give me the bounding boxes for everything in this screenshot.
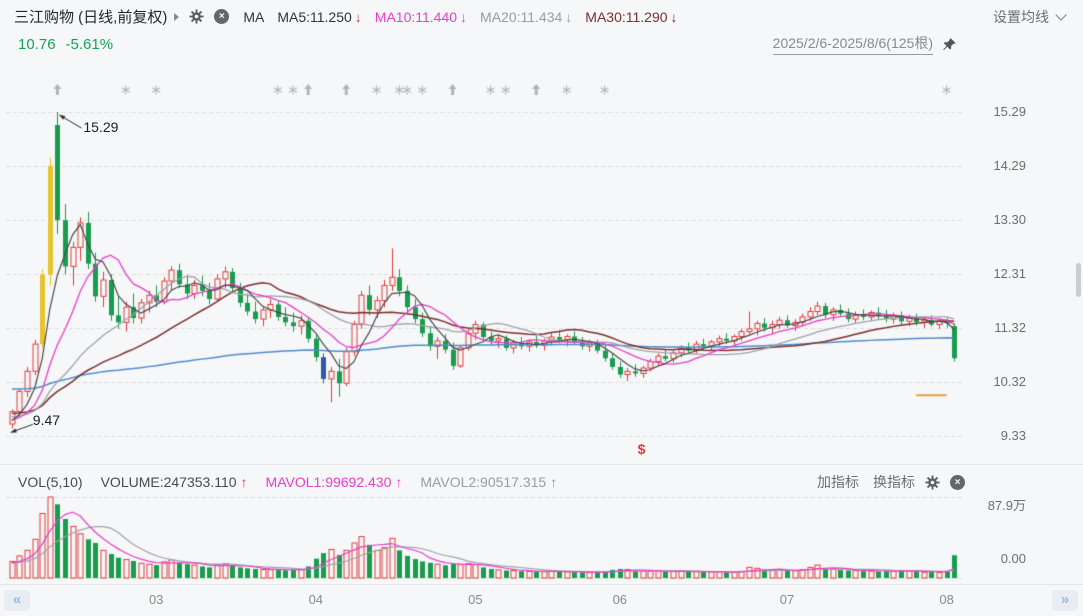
- gear-icon: [189, 9, 204, 24]
- month-axis-label: 06: [612, 592, 628, 607]
- symbol-title-text: 三江购物 (日线,前复权): [14, 9, 168, 26]
- volume-axis-max-label: 87.9万: [987, 498, 1026, 513]
- date-range-button[interactable]: 2025/2/6-2025/8/6(125根): [772, 33, 933, 55]
- ma-settings-gear-icon[interactable]: [189, 9, 204, 24]
- axis-divider: [0, 584, 1083, 585]
- mavol2-value: MAVOL2:90517.315 ↑: [420, 474, 558, 490]
- price-axis-label: 14.29: [993, 158, 1026, 174]
- trend-down-icon: ↓: [565, 8, 573, 25]
- trend-down-icon: ↓: [670, 8, 678, 25]
- volume-settings-gear-icon[interactable]: [925, 474, 940, 490]
- vol-indicator-label: VOL(5,10): [18, 474, 83, 490]
- price-axis-label: 9.33: [1000, 428, 1026, 443]
- pan-left-button[interactable]: «: [4, 590, 30, 611]
- month-axis-label: 03: [148, 592, 164, 607]
- trend-up-icon: ↑: [395, 474, 403, 490]
- volume-indicator-header: VOL(5,10) VOLUME:247353.110 ↑ MAVOL1:9969…: [0, 470, 1083, 494]
- switch-indicator-button[interactable]: 换指标: [873, 474, 915, 490]
- mavol1-value: MAVOL1:99692.430 ↑: [265, 474, 403, 490]
- volume-axis-min-label: 0.00: [1000, 551, 1026, 566]
- price-axis-label: 13.30: [993, 212, 1026, 228]
- scrollbar-handle[interactable]: [1076, 263, 1081, 297]
- pushpin-glyph: [943, 37, 956, 50]
- ma5-value: MA5:11.250 ↓: [277, 8, 362, 25]
- trend-down-icon: ↓: [460, 8, 468, 25]
- price-axis-label: 15.29: [993, 104, 1026, 119]
- price-axis-label: 10.32: [993, 374, 1026, 390]
- chart-header: 三江购物 (日线,前复权) × MA MA5:11.250 ↓ MA10:11.4…: [0, 4, 1083, 29]
- ma10-value: MA10:11.440 ↓: [374, 8, 468, 25]
- month-axis-label: 05: [468, 592, 483, 607]
- price-axis-label: 11.32: [994, 319, 1026, 335]
- low-price-annotation: 9.47: [32, 412, 61, 429]
- panel-divider: [0, 464, 1083, 465]
- price-axis-label: 12.31: [993, 266, 1026, 281]
- pin-icon[interactable]: [942, 37, 957, 52]
- gear-icon: [925, 474, 940, 490]
- chevron-down-icon: [1055, 8, 1067, 21]
- pan-right-button[interactable]: »: [1052, 590, 1078, 611]
- price-change-percent: -5.61%: [65, 35, 114, 53]
- ma-panel-close-icon[interactable]: ×: [214, 9, 230, 24]
- month-axis-label: 04: [308, 592, 324, 607]
- ma-settings-button[interactable]: 设置均线: [993, 7, 1067, 27]
- month-axis-label: 08: [939, 592, 954, 607]
- trend-down-icon: ↓: [354, 8, 362, 25]
- month-axis-label: 07: [779, 592, 795, 607]
- high-price-annotation: 15.29: [83, 119, 119, 135]
- ma-settings-label: 设置均线: [993, 8, 1049, 25]
- volume-panel-close-icon[interactable]: ×: [950, 474, 965, 490]
- trend-up-icon: ↑: [240, 474, 248, 490]
- symbol-title[interactable]: 三江购物 (日线,前复权): [14, 6, 180, 27]
- title-expand-icon: [174, 12, 180, 21]
- add-indicator-button[interactable]: 加指标: [817, 474, 859, 490]
- ma20-value: MA20:11.434 ↓: [480, 8, 573, 25]
- dividend-marker[interactable]: $: [637, 441, 646, 457]
- volume-value: VOLUME:247353.110 ↑: [100, 474, 248, 490]
- trend-up-icon: ↑: [550, 474, 558, 490]
- ma30-value: MA30:11.290 ↓: [585, 8, 678, 25]
- last-price: 10.76: [18, 35, 56, 53]
- ma-indicator-label: MA: [243, 8, 265, 25]
- quote-row: 10.76 -5.61% 2025/2/6-2025/8/6(125根): [0, 33, 1083, 55]
